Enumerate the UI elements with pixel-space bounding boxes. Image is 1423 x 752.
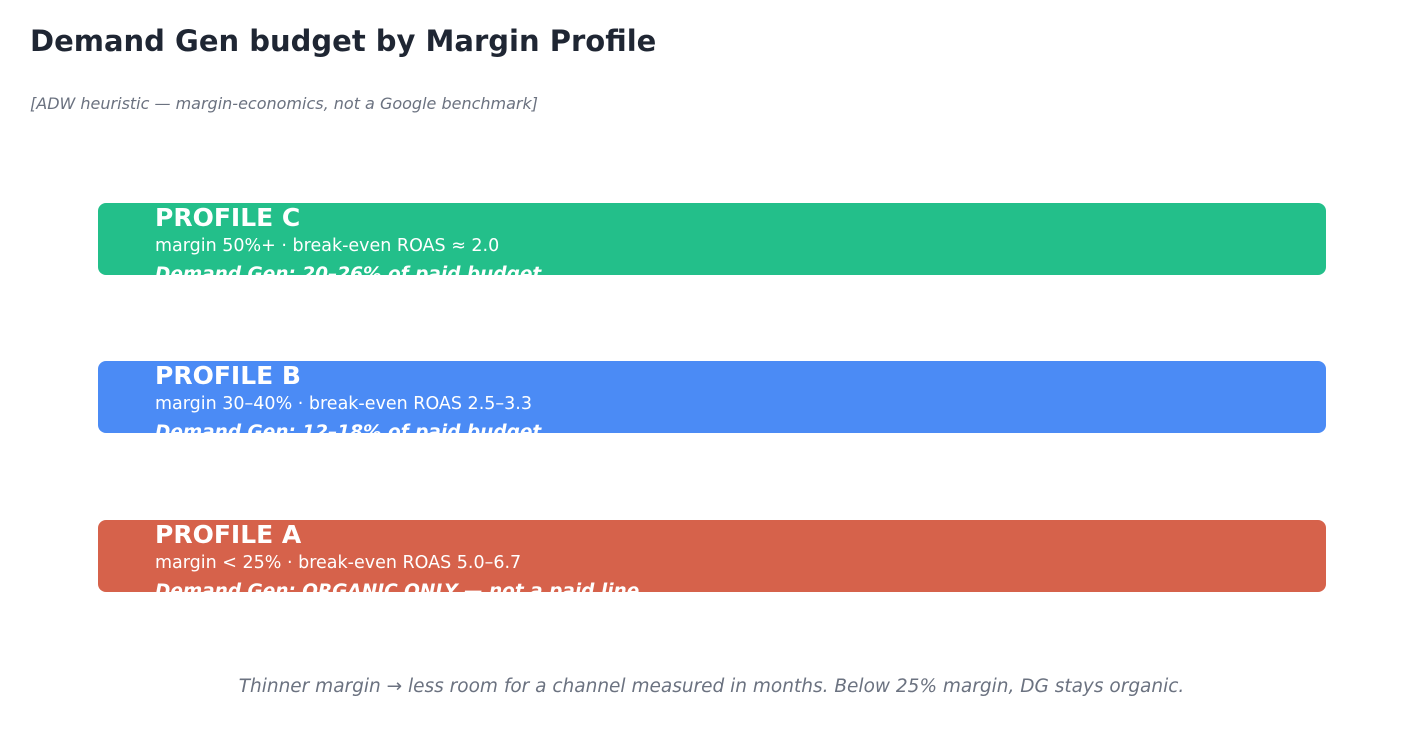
subtitle: [ADW heuristic — margin-economics, not a… [30,94,539,113]
profile-allocation: Demand Gen: 12–18% of paid budget [155,422,542,441]
profile-detail: margin 30–40% · break-even ROAS 2.5–3.3 [155,394,532,414]
profile-allocation: Demand Gen: ORGANIC ONLY — not a paid li… [155,581,640,600]
profile-card: PROFILE B margin 30–40% · break-even ROAS… [98,361,1326,441]
footer: Thinner margin → less room for a channel… [238,676,1185,697]
profile-name: PROFILE A [155,520,302,549]
card-background [98,520,1326,592]
profile-allocation: Demand Gen: 20–26% of paid budget [155,264,542,283]
profile-name: PROFILE B [155,361,301,390]
profile-card: PROFILE C margin 50%+ · break-even ROAS ≈… [98,203,1326,283]
title: Demand Gen budget by Margin Profile [30,24,657,58]
profile-name: PROFILE C [155,203,301,232]
profile-detail: margin 50%+ · break-even ROAS ≈ 2.0 [155,236,500,256]
card-background [98,203,1326,275]
card-background [98,361,1326,433]
profile-detail: margin < 25% · break-even ROAS 5.0–6.7 [155,553,522,573]
profile-card: PROFILE A margin < 25% · break-even ROAS … [98,520,1326,600]
